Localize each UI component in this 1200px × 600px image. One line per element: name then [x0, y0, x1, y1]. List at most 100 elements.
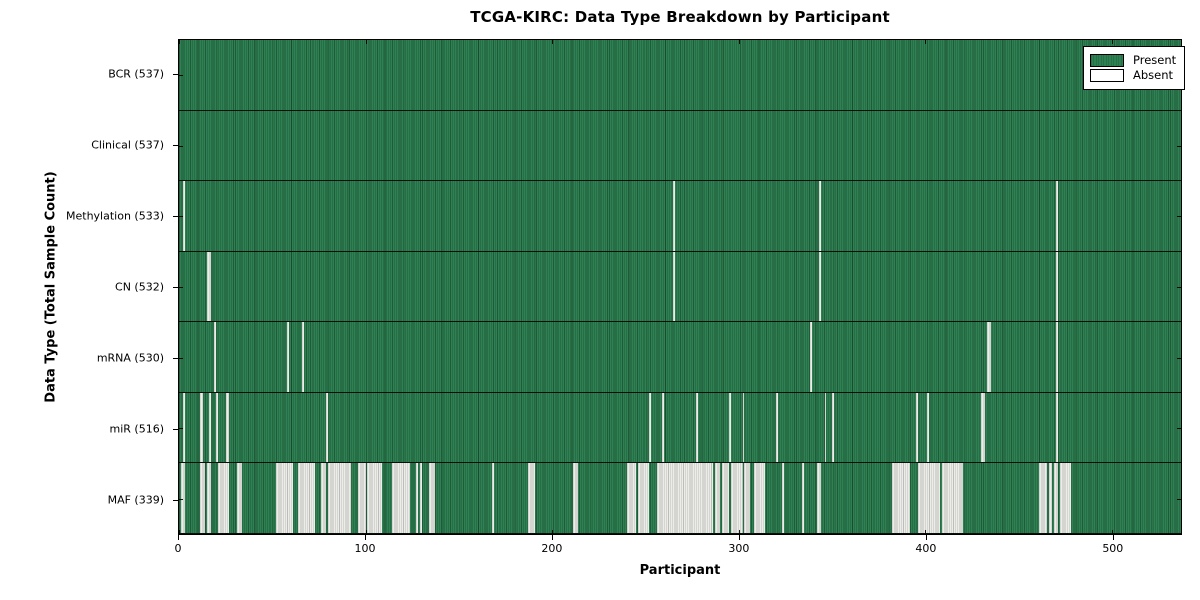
absent-stripe: [206, 251, 211, 322]
legend: Present Absent: [1083, 46, 1186, 90]
absent-stripe: [236, 463, 243, 533]
absent-stripe: [429, 463, 435, 533]
y-tick-label-clinical: Clinical (537): [91, 138, 164, 152]
legend-swatch-absent: [1090, 69, 1124, 82]
absent-stripe: [626, 463, 637, 533]
absent-stripe: [225, 392, 230, 463]
inner-tick: [179, 498, 183, 500]
absent-stripe: [572, 463, 579, 533]
absent-stripe: [809, 322, 812, 392]
absent-stripe: [1055, 181, 1058, 251]
absent-stripe: [917, 463, 941, 533]
absent-stripe: [1055, 322, 1058, 392]
y-tick-label-mir: miR (516): [109, 422, 165, 436]
absent-stripe: [298, 463, 316, 533]
absent-stripe: [320, 463, 327, 533]
y-tick-mark: [173, 357, 178, 359]
absent-stripe: [1059, 463, 1071, 533]
inner-tick: [1111, 40, 1113, 44]
absent-stripe: [527, 463, 536, 533]
absent-stripe: [891, 463, 911, 533]
inner-tick: [552, 530, 554, 534]
x-tick-label-0: 0: [174, 542, 182, 555]
plot-area: [178, 39, 1182, 535]
absent-stripe: [287, 322, 290, 392]
inner-tick: [1177, 145, 1181, 147]
chart-row-mir: [179, 392, 1181, 464]
absent-stripe: [832, 392, 834, 463]
x-tick-label-500: 500: [1102, 542, 1124, 555]
x-tick-label-400: 400: [915, 542, 937, 555]
absent-stripe: [638, 463, 650, 533]
absent-stripe: [819, 251, 821, 322]
absent-stripe: [981, 392, 986, 463]
legend-entry-absent: Absent: [1090, 69, 1176, 82]
x-tick-label-300: 300: [728, 542, 750, 555]
y-tick-mark: [173, 74, 178, 76]
absent-stripe: [649, 392, 652, 463]
inner-tick: [925, 530, 927, 534]
chart-row-cn: [179, 251, 1181, 323]
inner-tick: [179, 357, 183, 359]
absent-stripe: [781, 463, 784, 533]
y-tick-mark: [173, 287, 178, 288]
inner-tick: [365, 530, 367, 534]
y-tick-mark: [173, 216, 178, 218]
inner-tick: [179, 428, 183, 430]
chart-row-maf: [179, 463, 1181, 534]
x-tick-mark: [738, 535, 740, 540]
absent-stripe: [714, 463, 721, 533]
inner-tick: [179, 216, 183, 218]
x-tick-label-100: 100: [354, 542, 376, 555]
legend-entry-present: Present: [1090, 54, 1176, 67]
absent-stripe: [729, 392, 732, 463]
absent-stripe: [1048, 463, 1053, 533]
absent-stripe: [182, 181, 185, 251]
absent-stripe: [673, 181, 676, 251]
absent-stripe: [1055, 251, 1058, 322]
inner-tick: [179, 40, 180, 44]
y-tick-label-methylation: Methylation (533): [66, 209, 164, 223]
absent-stripe: [721, 463, 730, 533]
absent-stripe: [742, 392, 745, 463]
y-tick-mark: [173, 428, 178, 430]
absent-stripe: [218, 463, 230, 533]
inner-tick: [1177, 216, 1181, 218]
absent-stripe: [1055, 392, 1058, 463]
absent-stripe: [817, 463, 821, 533]
absent-stripe: [916, 392, 918, 463]
absent-stripe: [1039, 463, 1047, 533]
absent-stripe: [492, 463, 495, 533]
x-axis-title: Participant: [639, 563, 721, 578]
absent-stripe: [824, 392, 827, 463]
absent-stripe: [942, 463, 963, 533]
absent-stripe: [302, 322, 304, 392]
legend-label-present: Present: [1133, 53, 1177, 68]
absent-stripe: [819, 181, 821, 251]
inner-tick: [738, 530, 740, 534]
absent-stripe: [182, 392, 185, 463]
chart-row-bcr: [179, 40, 1181, 111]
inner-tick: [1177, 498, 1181, 500]
absent-stripe: [695, 392, 698, 463]
chart-row-methylation: [179, 181, 1181, 252]
absent-stripe: [744, 463, 750, 533]
absent-stripe: [214, 322, 217, 392]
absent-stripe: [199, 392, 204, 463]
y-axis: BCR (537) Clinical (537) Methylation (533)…: [0, 39, 178, 535]
absent-stripe: [199, 463, 206, 533]
inner-tick: [179, 530, 180, 534]
absent-stripe: [986, 322, 991, 392]
y-tick-label-maf: MAF (339): [107, 493, 164, 507]
absent-stripe: [1054, 463, 1058, 533]
legend-label-absent: Absent: [1133, 68, 1174, 83]
absent-stripe: [391, 463, 411, 533]
absent-stripe: [753, 463, 765, 533]
absent-stripe: [367, 463, 383, 533]
absent-stripe: [415, 463, 418, 533]
x-tick-mark: [551, 535, 553, 540]
absent-stripe: [673, 251, 676, 322]
inner-tick: [552, 40, 554, 44]
absent-stripe: [206, 463, 211, 533]
absent-stripe: [731, 463, 743, 533]
